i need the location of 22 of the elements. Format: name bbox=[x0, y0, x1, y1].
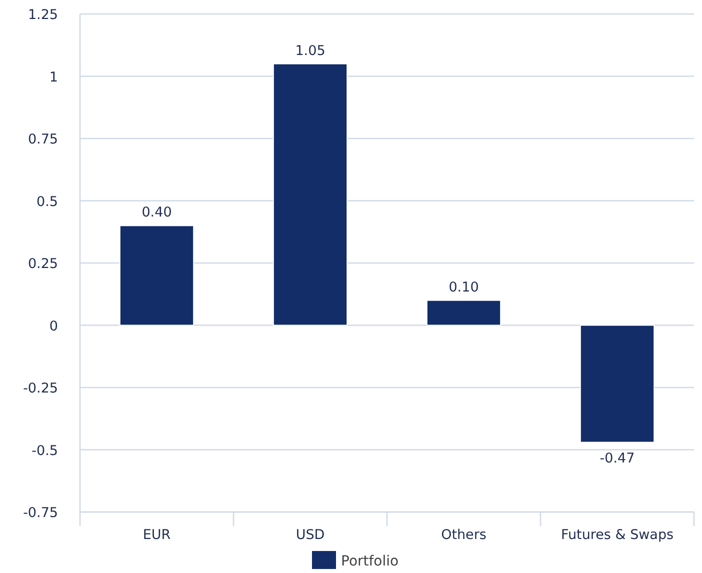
data-label: 0.10 bbox=[448, 279, 479, 296]
y-tick-label: 0.25 bbox=[28, 256, 58, 272]
y-tick-label: -0.5 bbox=[32, 442, 58, 459]
bar bbox=[272, 63, 348, 326]
bar bbox=[580, 324, 655, 443]
y-tick-label: -0.75 bbox=[23, 505, 58, 521]
x-tick-label: Futures & Swaps bbox=[560, 527, 674, 543]
legend-label: Portfolio bbox=[341, 554, 399, 570]
bar bbox=[119, 225, 194, 326]
x-tick-label: USD bbox=[296, 527, 325, 543]
x-tick-label: Others bbox=[441, 527, 486, 543]
y-tick-label: 0.5 bbox=[36, 194, 58, 210]
data-label: 0.40 bbox=[142, 204, 172, 221]
data-label: 1.05 bbox=[295, 42, 326, 59]
y-tick-label: 1.25 bbox=[28, 7, 58, 23]
y-tick-label: -0.25 bbox=[23, 380, 58, 396]
bar bbox=[426, 300, 502, 326]
y-tick-label: 0.75 bbox=[28, 132, 58, 148]
data-label: -0.47 bbox=[600, 450, 635, 466]
y-tick-label: 1 bbox=[49, 69, 58, 86]
y-tick-label: 0 bbox=[49, 318, 58, 334]
x-tick-label: EUR bbox=[142, 527, 171, 543]
